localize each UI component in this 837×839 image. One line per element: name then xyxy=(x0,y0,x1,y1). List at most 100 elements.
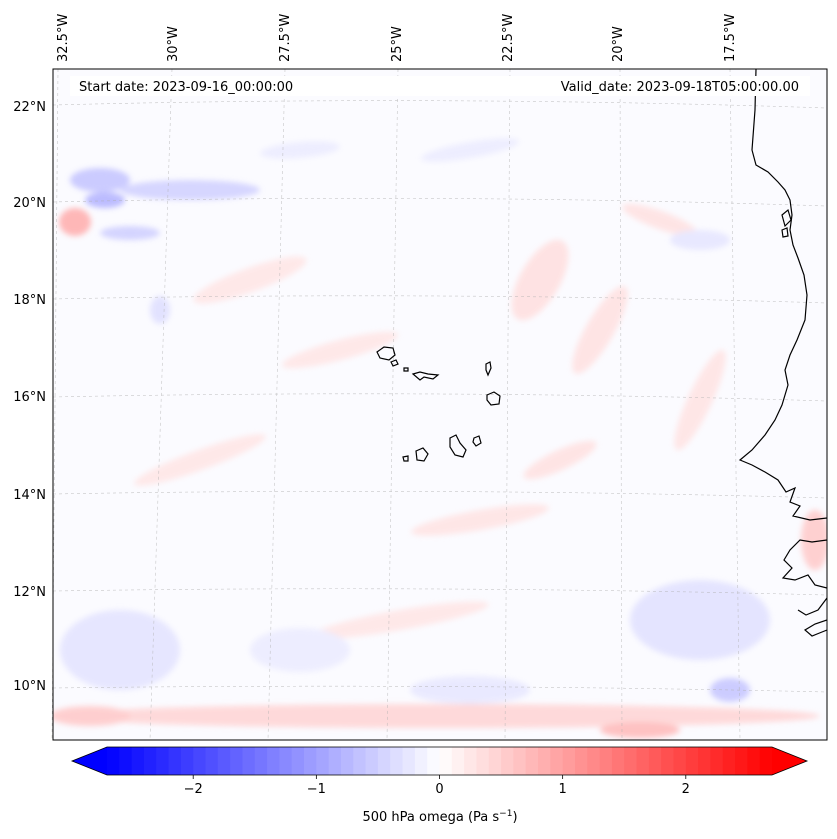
omega-negative-area xyxy=(60,610,180,690)
omega-negative-area xyxy=(410,676,530,704)
omega-positive-streak xyxy=(134,434,266,486)
lon-label: 22.5°W xyxy=(501,14,516,62)
colorbar-segment xyxy=(464,747,478,775)
colorbar-segment xyxy=(698,747,712,775)
lon-label: 20°W xyxy=(611,26,626,62)
omega-negative-streak xyxy=(260,141,340,159)
omega-negative-blob xyxy=(70,168,130,192)
latitude-labels: 22°N 20°N 18°N 16°N 14°N 12°N 10°N xyxy=(13,100,46,694)
colorbar-tick-label: 1 xyxy=(559,782,567,797)
graticule-line xyxy=(386,68,399,741)
colorbar-segment xyxy=(587,747,601,775)
omega-positive-blob xyxy=(600,722,680,738)
graticule-line xyxy=(52,295,828,304)
valid-date-label: Valid_date: 2023-09-18T05:00:00.00 xyxy=(561,80,799,95)
colorbar-segment xyxy=(168,747,182,775)
colorbar-segment xyxy=(254,747,268,775)
colorbar-ticks: −2 −1 0 1 2 xyxy=(184,775,690,797)
africa-coastline xyxy=(738,69,827,521)
graticule-line xyxy=(267,68,286,741)
island-santa-luzia xyxy=(403,367,409,372)
lat-label: 20°N xyxy=(13,196,46,211)
omega-positive-streak xyxy=(281,331,399,369)
lat-label: 12°N xyxy=(13,585,46,600)
colorbar-label-main: 500 hPa omega (Pa s xyxy=(362,810,499,825)
omega-positive-blob xyxy=(801,510,827,570)
omega-positive-blob xyxy=(59,208,91,236)
island-santo-antao xyxy=(376,346,396,361)
colorbar-segment xyxy=(316,747,330,775)
colorbar-segment xyxy=(648,747,662,775)
omega-negative-streak xyxy=(420,138,520,162)
colorbar-segment xyxy=(525,747,539,775)
colorbar-segment xyxy=(156,747,170,775)
colorbar-segment xyxy=(661,747,675,775)
lon-label: 27.5°W xyxy=(278,14,293,62)
colorbar-outline xyxy=(70,746,809,776)
omega-negative-area xyxy=(630,580,770,660)
lat-label: 18°N xyxy=(13,293,46,308)
omega-negative-blob xyxy=(710,678,750,702)
colorbar-segment xyxy=(230,747,244,775)
colorbar-segment xyxy=(353,747,367,775)
omega-positive-streak xyxy=(572,286,628,374)
graticule-line xyxy=(619,68,623,741)
colorbar: −2 −1 0 1 2 500 hPa omega (Pa s−1) xyxy=(70,746,809,825)
africa-coastline xyxy=(803,619,827,637)
colorbar-tick-label: −1 xyxy=(307,782,326,797)
graticule-line xyxy=(52,100,828,109)
colorbar-label-sup: −1 xyxy=(499,809,512,819)
lat-label: 16°N xyxy=(13,390,46,405)
colorbar-segment xyxy=(722,747,736,775)
colorbar-tick-label: −2 xyxy=(184,782,203,797)
colorbar-segment xyxy=(390,747,404,775)
colorbar-segment xyxy=(759,747,773,775)
colorbar-segment xyxy=(574,747,588,775)
colorbar-segment xyxy=(488,747,502,775)
africa-coastline xyxy=(781,539,827,589)
island-fogo xyxy=(415,447,429,462)
graticule-line xyxy=(52,490,828,499)
colorbar-segment xyxy=(131,747,145,775)
colorbar-segment xyxy=(402,747,416,775)
omega-positive-streak xyxy=(674,349,726,451)
colorbar-extend-min xyxy=(72,747,107,775)
africa-coastline xyxy=(797,597,827,616)
colorbar-segment xyxy=(439,747,453,775)
omega-negative-area xyxy=(250,628,350,672)
graticule-line xyxy=(52,588,828,596)
colorbar-segment xyxy=(180,747,194,775)
coastal-island xyxy=(781,208,792,228)
colorbar-tick-label: 0 xyxy=(435,782,443,797)
colorbar-segment xyxy=(119,747,133,775)
omega-positive-streak xyxy=(311,601,489,639)
coastal-island xyxy=(781,227,789,238)
colorbar-segment xyxy=(193,747,207,775)
colorbar-segment xyxy=(365,747,379,775)
colorbar-segment xyxy=(636,747,650,775)
coastlines xyxy=(376,69,827,637)
colorbar-label: 500 hPa omega (Pa s−1) xyxy=(362,809,517,825)
colorbar-segment xyxy=(624,747,638,775)
omega-negative-blob xyxy=(150,296,170,324)
colorbar-segment xyxy=(242,747,256,775)
colorbar-segment xyxy=(735,747,748,775)
colorbar-tick-label: 2 xyxy=(682,782,690,797)
colorbar-segment xyxy=(550,747,564,775)
colorbar-segment xyxy=(747,747,761,775)
graticule-line xyxy=(149,68,173,741)
colorbar-segment xyxy=(599,747,613,775)
island-sao-vicente xyxy=(390,359,399,367)
map-frame xyxy=(52,68,828,741)
omega-positive-streak xyxy=(411,504,549,536)
graticule-line xyxy=(52,393,828,402)
omega-negative-streak xyxy=(100,226,160,240)
lon-label: 32.5°W xyxy=(56,14,71,62)
omega-negative-streak xyxy=(120,180,260,200)
omega-positive-streak xyxy=(622,203,698,237)
colorbar-segment xyxy=(673,747,687,775)
colorbar-segment xyxy=(538,747,551,775)
colorbar-segment xyxy=(476,747,490,775)
omega-positive-band xyxy=(60,704,820,728)
